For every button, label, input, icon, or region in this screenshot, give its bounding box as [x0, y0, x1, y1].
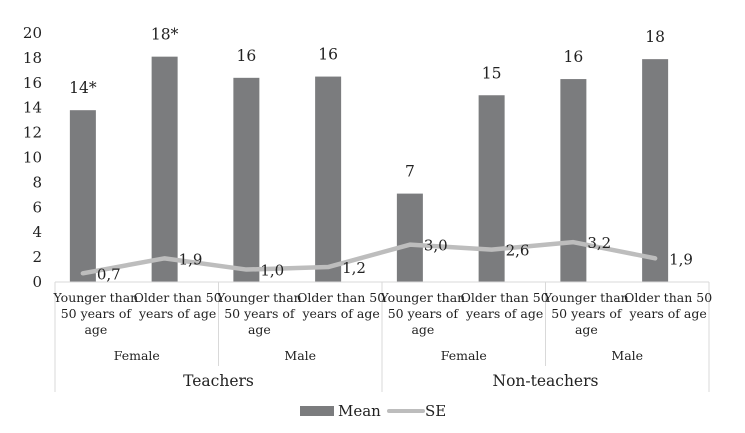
mean-bar: [233, 77, 260, 282]
y-tick-label: 10: [23, 149, 42, 167]
x-occupation-group-label: Non-teachers: [493, 372, 599, 390]
x-category-label: Younger than 50 years of age: [216, 290, 302, 337]
x-category-label: Older than 50 years of age: [297, 290, 385, 321]
mean-bar-label: 16: [564, 48, 584, 66]
mean-bar-label: 16: [237, 47, 257, 65]
legend-mean-label: Mean: [338, 402, 381, 420]
mean-bar: [642, 59, 669, 282]
mean-bar-label: 18: [645, 28, 665, 46]
se-point-label: 1,9: [179, 250, 203, 268]
y-tick-label: 0: [32, 273, 42, 291]
y-tick-label: 20: [23, 24, 42, 42]
se-point-label: 1,2: [342, 259, 366, 277]
mean-bar: [315, 76, 342, 282]
x-sex-group-label: Male: [284, 348, 316, 363]
mean-bar: [560, 79, 587, 282]
se-point-label: 1,0: [260, 262, 284, 280]
y-tick-label: 6: [32, 198, 42, 216]
mean-bar-label: 16: [318, 46, 338, 64]
x-category-label: Older than 50 years of age: [461, 290, 549, 321]
se-point-label: 3,0: [424, 237, 448, 255]
x-sex-group-label: Male: [611, 348, 643, 363]
x-occupation-group-label: Teachers: [183, 372, 254, 390]
y-tick-label: 2: [32, 248, 42, 266]
se-point-label: 0,7: [97, 265, 121, 283]
y-tick-label: 8: [32, 173, 42, 191]
y-tick-label: 18: [23, 49, 42, 67]
mean-bar: [478, 95, 505, 282]
mean-bar: [396, 193, 423, 282]
mean-bar: [151, 56, 178, 282]
se-point-label: 2,6: [506, 242, 530, 260]
x-category-label: Younger than 50 years of age: [53, 290, 139, 337]
y-tick-label: 16: [23, 74, 42, 92]
mean-bar-label: 18*: [151, 26, 179, 44]
x-sex-group-label: Female: [441, 348, 487, 363]
se-point-label: 3,2: [587, 234, 611, 252]
mean-bar-label: 15: [482, 64, 502, 82]
x-category-label: Older than 50 years of age: [624, 290, 712, 321]
x-sex-group-label: Female: [114, 348, 160, 363]
legend-mean-swatch: [300, 406, 334, 416]
se-line: 0,7 1,9 1,0 1,2 3,0 2,6 3,2 1,9: [80, 234, 693, 283]
x-category-label: Younger than 50 years of age: [380, 290, 466, 337]
y-axis: 0 2 4 6 8 10 12 14 16 18 20: [23, 24, 42, 291]
x-category-label: Older than 50 years of age: [134, 290, 222, 321]
y-tick-label: 4: [32, 223, 42, 241]
mean-bar-label: 7: [405, 163, 415, 181]
se-point-label: 1,9: [669, 250, 693, 268]
legend-se-label: SE: [425, 402, 446, 420]
mean-bar: [69, 110, 96, 282]
legend: Mean SE: [300, 402, 446, 420]
mean-bar-label: 14*: [69, 79, 97, 97]
se-polyline: [80, 239, 658, 276]
y-tick-label: 12: [23, 124, 42, 142]
x-category-label: Younger than 50 years of age: [543, 290, 629, 337]
y-tick-label: 14: [23, 99, 42, 117]
